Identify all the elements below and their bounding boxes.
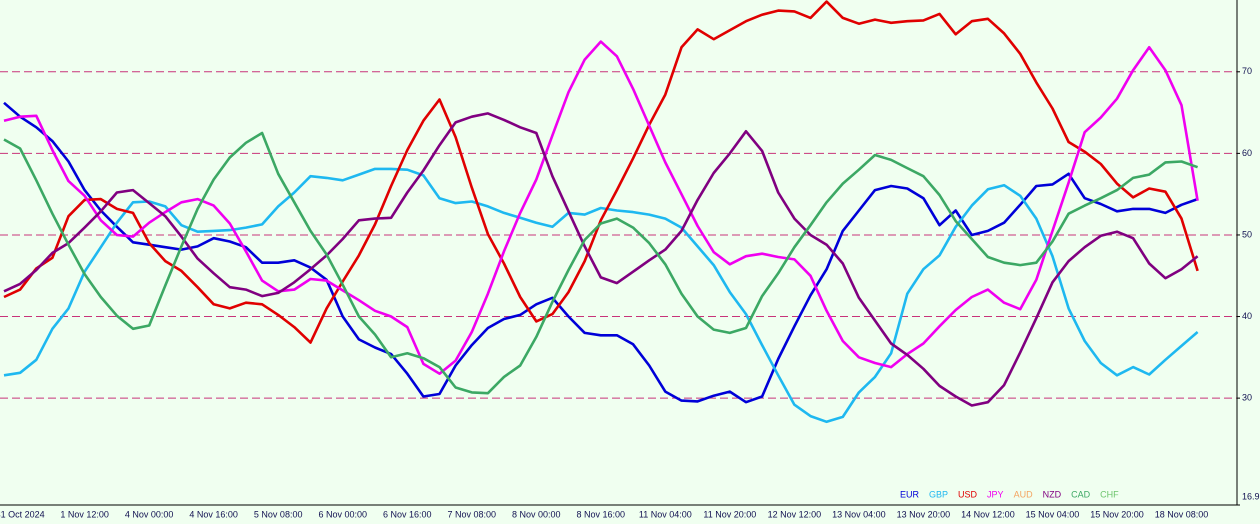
legend-label: CAD [1071,489,1091,499]
y-tick-label: 70 [1242,66,1252,76]
x-tick-label: 15 Nov 04:00 [1026,509,1080,519]
x-tick-label: 14 Nov 12:00 [961,509,1015,519]
y-tick-label: 50 [1242,229,1252,239]
x-tick-label: 31 Oct 2024 [0,509,45,519]
y-tick-label: 30 [1242,393,1252,403]
legend-label: JPY [987,489,1004,499]
x-tick-label: 11 Nov 04:00 [639,509,692,519]
series-line [3,131,1199,395]
series-line [3,112,1199,407]
x-tick-label: 12 Nov 12:00 [768,509,822,519]
legend-label: NZD [1043,489,1062,499]
x-tick-label: 18 Nov 08:00 [1155,509,1209,519]
x-tick-label: 8 Nov 16:00 [577,509,626,519]
legend-label: AUD [1014,489,1034,499]
x-tick-label: 11 Nov 20:00 [703,509,756,519]
legend-label: GBP [929,489,948,499]
x-tick-label: 6 Nov 00:00 [318,509,367,519]
x-tick-label: 4 Nov 16:00 [189,509,238,519]
legend-label: CHF [1100,489,1119,499]
x-tick-label: 13 Nov 04:00 [832,509,886,519]
x-tick-label: 7 Nov 08:00 [447,509,496,519]
y-tick-label: 60 [1242,148,1252,158]
series-line [3,0,1199,344]
x-tick-label: 13 Nov 20:00 [897,509,951,519]
x-tick-label: 1 Nov 12:00 [60,509,109,519]
x-tick-label: 5 Nov 08:00 [254,509,303,519]
legend-label: USD [958,489,978,499]
series-line [3,101,1199,404]
legend-label: EUR [900,489,920,499]
series-line [3,167,1199,424]
y-tick-label: 16.9 [1242,491,1260,501]
x-tick-label: 8 Nov 00:00 [512,509,561,519]
x-tick-label: 6 Nov 16:00 [383,509,432,519]
x-tick-label: 15 Nov 20:00 [1090,509,1144,519]
x-tick-label: 4 Nov 00:00 [125,509,174,519]
y-tick-label: 40 [1242,311,1252,321]
